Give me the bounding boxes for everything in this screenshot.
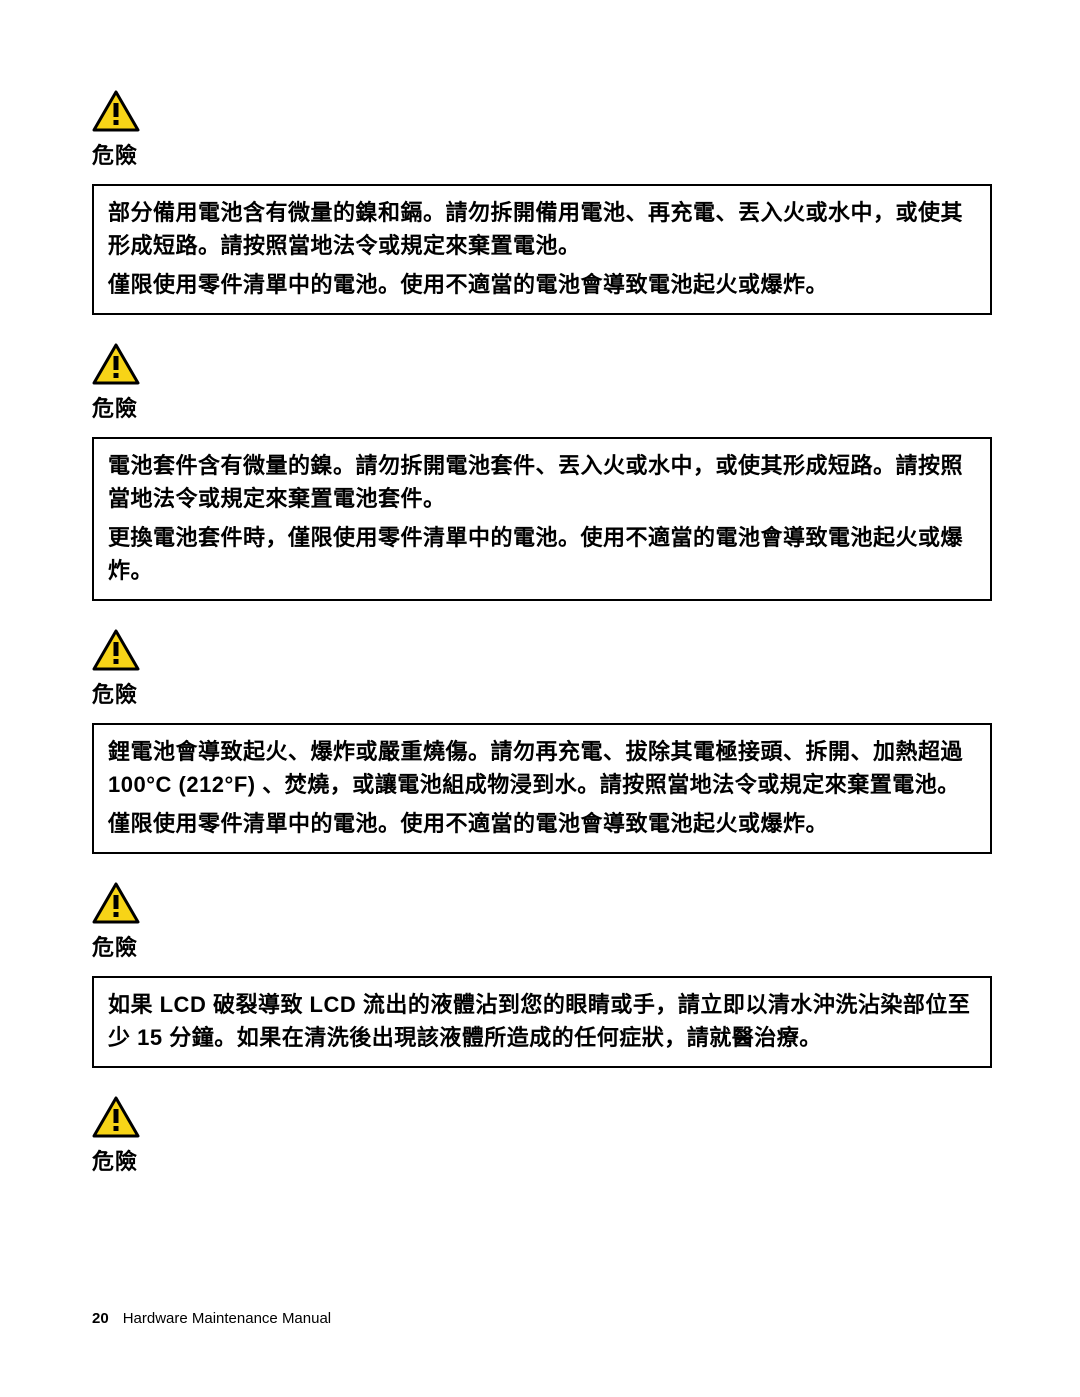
warning-text-box: 鋰電池會導致起火、爆炸或嚴重燒傷。請勿再充電、拔除其電極接頭、拆開、加熱超過 1… — [92, 723, 992, 854]
warning-text-box: 如果 LCD 破裂導致 LCD 流出的液體沾到您的眼睛或手，請立即以清水沖洗沾染… — [92, 976, 992, 1068]
warning-label: 危險 — [92, 677, 992, 709]
footer-title: Hardware Maintenance Manual — [123, 1310, 331, 1327]
warning-label: 危險 — [92, 1144, 992, 1176]
warning-text-box: 部分備用電池含有微量的鎳和鎘。請勿拆開備用電池、再充電、丟入火或水中，或使其形成… — [92, 184, 992, 315]
warning-label: 危險 — [92, 930, 992, 962]
warning-block: 危險 電池套件含有微量的鎳。請勿拆開電池套件、丟入火或水中，或使其形成短路。請按… — [92, 343, 992, 601]
warning-paragraph: 電池套件含有微量的鎳。請勿拆開電池套件、丟入火或水中，或使其形成短路。請按照當地… — [108, 449, 976, 515]
warning-block: 危險 — [92, 1096, 992, 1176]
warning-paragraph: 更換電池套件時，僅限使用零件清單中的電池。使用不適當的電池會導致電池起火或爆炸。 — [108, 521, 976, 587]
warning-paragraph: 部分備用電池含有微量的鎳和鎘。請勿拆開備用電池、再充電、丟入火或水中，或使其形成… — [108, 196, 976, 262]
page-footer: 20 Hardware Maintenance Manual — [92, 1310, 331, 1327]
warning-triangle-icon — [92, 343, 140, 385]
warning-label: 危險 — [92, 391, 992, 423]
warning-triangle-icon — [92, 90, 140, 132]
warning-paragraph: 如果 LCD 破裂導致 LCD 流出的液體沾到您的眼睛或手，請立即以清水沖洗沾染… — [108, 988, 976, 1054]
page-number: 20 — [92, 1310, 109, 1327]
warning-triangle-icon — [92, 882, 140, 924]
warning-paragraph: 僅限使用零件清單中的電池。使用不適當的電池會導致電池起火或爆炸。 — [108, 268, 976, 301]
warning-triangle-icon — [92, 1096, 140, 1138]
page-content: 危險 部分備用電池含有微量的鎳和鎘。請勿拆開備用電池、再充電、丟入火或水中，或使… — [0, 0, 1080, 1176]
warning-block: 危險 部分備用電池含有微量的鎳和鎘。請勿拆開備用電池、再充電、丟入火或水中，或使… — [92, 90, 992, 315]
warning-triangle-icon — [92, 629, 140, 671]
warning-paragraph: 僅限使用零件清單中的電池。使用不適當的電池會導致電池起火或爆炸。 — [108, 807, 976, 840]
warning-paragraph: 鋰電池會導致起火、爆炸或嚴重燒傷。請勿再充電、拔除其電極接頭、拆開、加熱超過 1… — [108, 735, 976, 801]
warning-block: 危險 如果 LCD 破裂導致 LCD 流出的液體沾到您的眼睛或手，請立即以清水沖… — [92, 882, 992, 1068]
warning-label: 危險 — [92, 138, 992, 170]
warning-text-box: 電池套件含有微量的鎳。請勿拆開電池套件、丟入火或水中，或使其形成短路。請按照當地… — [92, 437, 992, 601]
warning-block: 危險 鋰電池會導致起火、爆炸或嚴重燒傷。請勿再充電、拔除其電極接頭、拆開、加熱超… — [92, 629, 992, 854]
